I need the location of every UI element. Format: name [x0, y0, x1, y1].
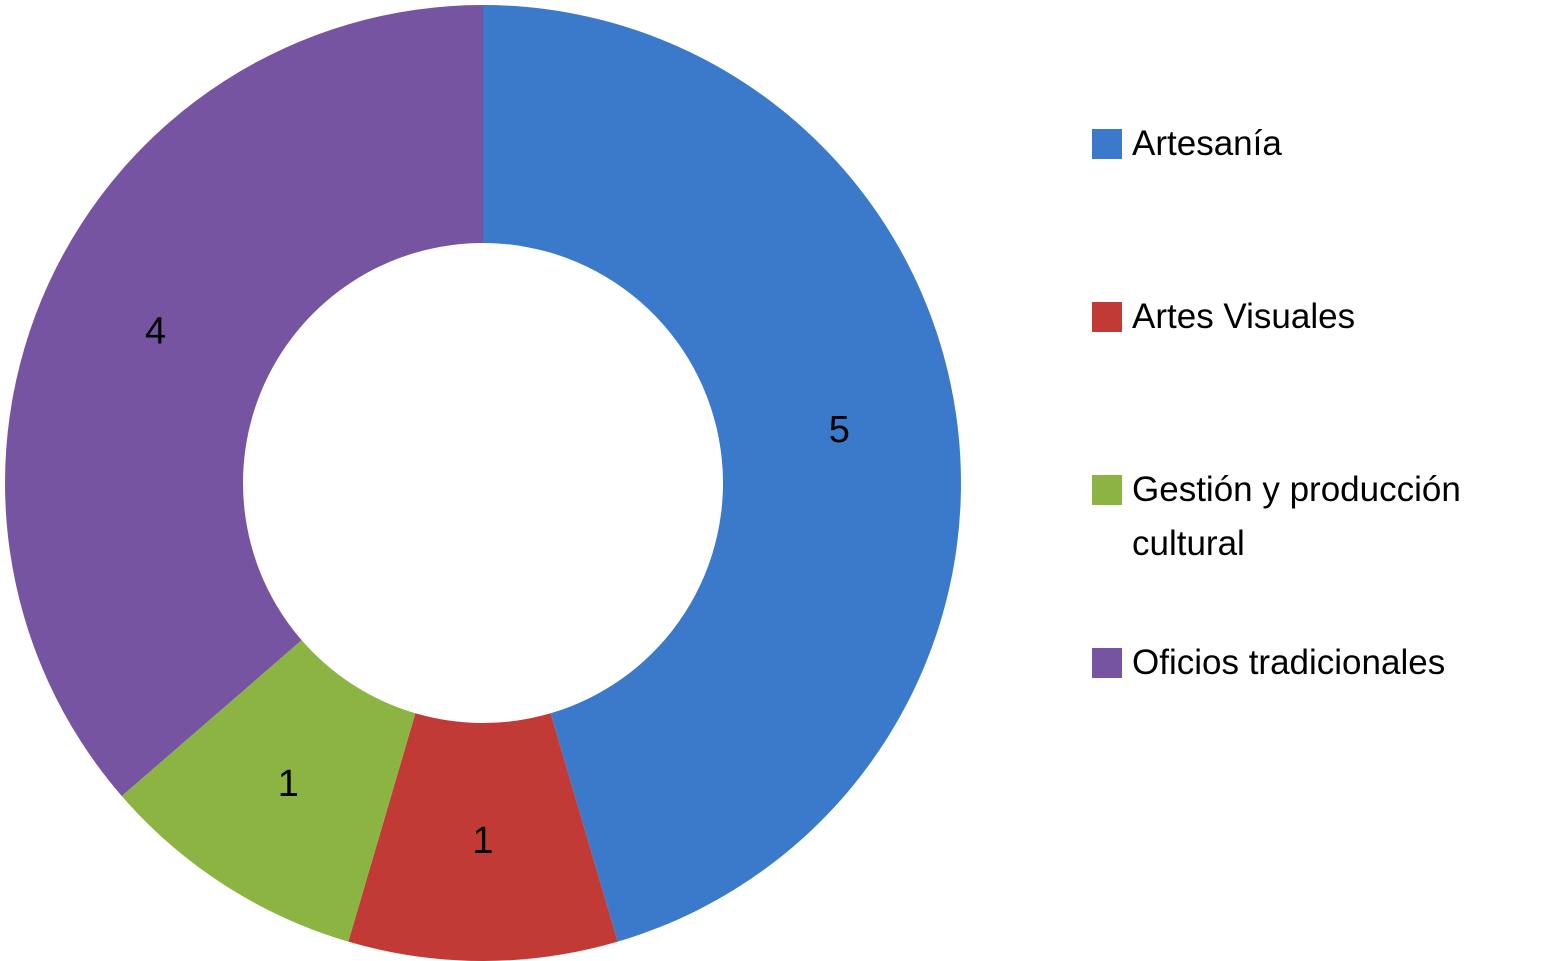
legend-label: Artesanía: [1132, 124, 1282, 163]
data-label: 1: [472, 820, 493, 862]
legend-swatch: [1092, 475, 1122, 505]
slice: [5, 5, 484, 797]
slice: [348, 713, 618, 961]
slice: [121, 640, 416, 942]
data-label: 1: [278, 763, 299, 805]
legend-item: Oficios tradicionales: [1092, 642, 1542, 690]
legend-swatch: [1092, 129, 1122, 159]
data-label: 5: [829, 409, 850, 451]
legend-swatch: [1092, 302, 1122, 332]
legend-swatch: [1092, 648, 1122, 678]
legend-item: Gestión y producción cultural: [1092, 469, 1542, 571]
slice: [483, 5, 961, 942]
legend-label: Artes Visuales: [1132, 297, 1356, 336]
data-label: 4: [145, 310, 166, 352]
legend-item: Artes Visuales: [1092, 296, 1542, 344]
legend-label: Gestión y producción cultural: [1132, 470, 1461, 563]
legend-item: Artesanía: [1092, 123, 1542, 171]
legend-label: Oficios tradicionales: [1132, 643, 1446, 682]
